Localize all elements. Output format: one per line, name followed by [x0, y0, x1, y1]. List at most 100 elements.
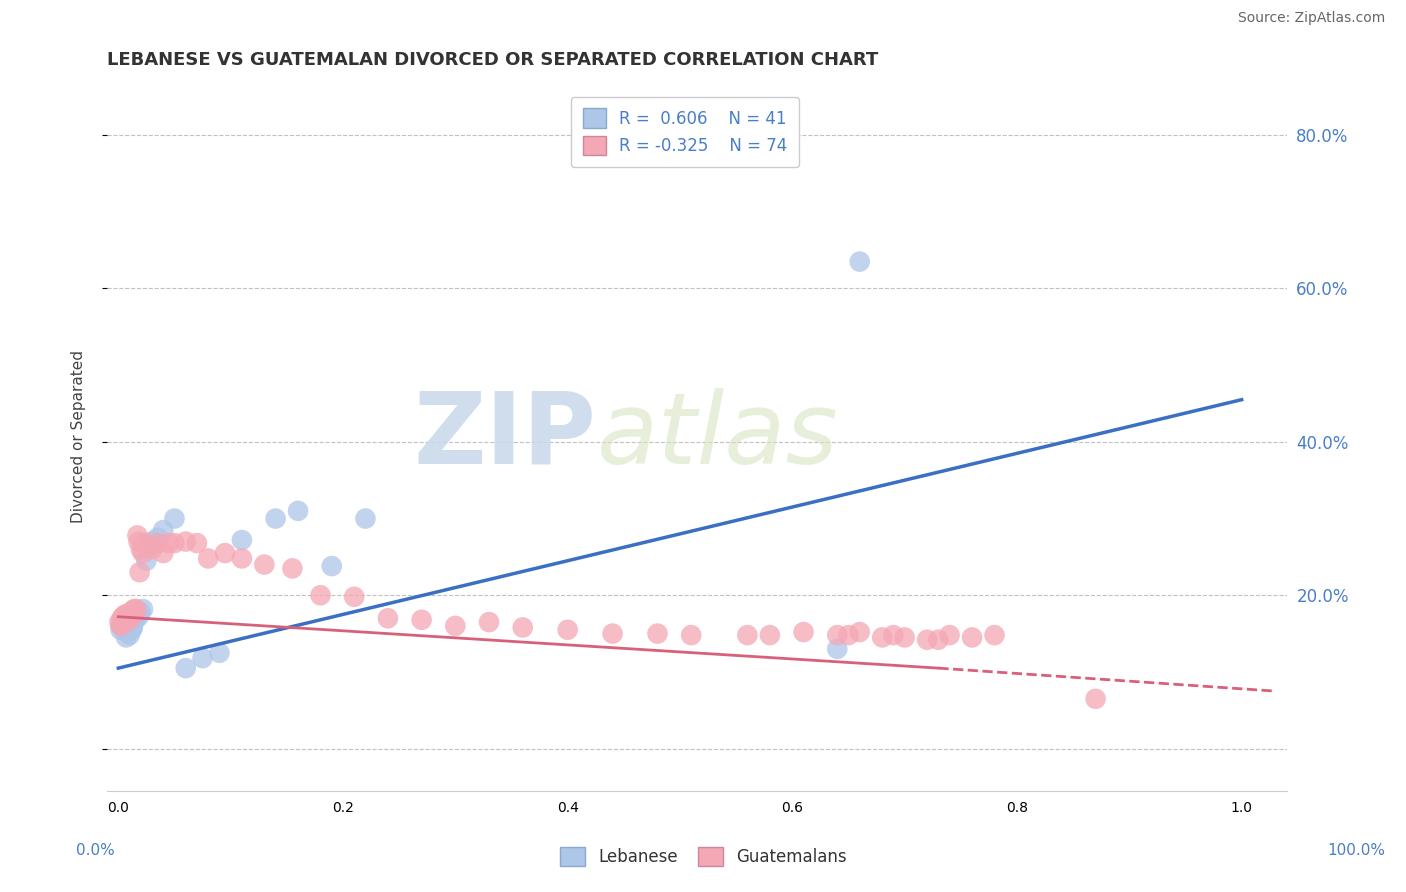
Point — [135, 554, 157, 568]
Point — [825, 628, 848, 642]
Point — [983, 628, 1005, 642]
Point — [117, 607, 139, 622]
Point — [121, 605, 143, 619]
Point — [120, 609, 142, 624]
Legend: R =  0.606    N = 41, R = -0.325    N = 74: R = 0.606 N = 41, R = -0.325 N = 74 — [571, 96, 799, 167]
Text: 0.0%: 0.0% — [76, 843, 115, 857]
Point — [117, 623, 139, 637]
Point — [129, 605, 152, 619]
Point — [114, 615, 136, 629]
Point — [120, 620, 142, 634]
Point — [512, 620, 534, 634]
Point — [117, 613, 139, 627]
Point — [110, 619, 132, 633]
Point — [121, 623, 143, 637]
Point — [111, 617, 134, 632]
Point — [377, 611, 399, 625]
Point — [115, 631, 138, 645]
Point — [960, 631, 983, 645]
Point — [114, 607, 136, 622]
Point — [915, 632, 938, 647]
Point — [309, 588, 332, 602]
Text: ZIP: ZIP — [413, 388, 596, 484]
Point — [117, 625, 139, 640]
Point — [793, 625, 815, 640]
Point — [152, 523, 174, 537]
Point — [927, 632, 949, 647]
Point — [118, 611, 141, 625]
Point — [120, 605, 142, 619]
Point — [128, 534, 150, 549]
Point — [647, 626, 669, 640]
Point — [264, 511, 287, 525]
Point — [128, 609, 150, 624]
Point — [124, 613, 146, 627]
Point — [117, 611, 139, 625]
Point — [253, 558, 276, 572]
Y-axis label: Divorced or Separated: Divorced or Separated — [72, 350, 86, 523]
Point — [111, 611, 134, 625]
Point — [281, 561, 304, 575]
Point — [197, 551, 219, 566]
Point — [111, 619, 134, 633]
Point — [157, 536, 180, 550]
Point — [893, 631, 915, 645]
Point — [191, 651, 214, 665]
Point — [444, 619, 467, 633]
Point — [115, 613, 138, 627]
Text: 100.0%: 100.0% — [1327, 843, 1386, 857]
Text: Source: ZipAtlas.com: Source: ZipAtlas.com — [1237, 12, 1385, 25]
Point — [343, 590, 366, 604]
Point — [122, 602, 145, 616]
Point — [759, 628, 782, 642]
Point — [882, 628, 904, 642]
Point — [111, 619, 134, 633]
Point — [122, 607, 145, 622]
Point — [117, 607, 139, 622]
Point — [108, 615, 131, 629]
Point — [120, 617, 142, 632]
Point — [136, 538, 159, 552]
Point — [557, 623, 579, 637]
Point — [122, 607, 145, 622]
Text: atlas: atlas — [596, 388, 838, 484]
Point — [163, 511, 186, 525]
Point — [146, 531, 169, 545]
Point — [118, 607, 141, 622]
Point — [118, 613, 141, 627]
Point — [1084, 691, 1107, 706]
Point — [122, 620, 145, 634]
Point — [117, 611, 139, 625]
Point — [737, 628, 759, 642]
Point — [122, 604, 145, 618]
Point — [111, 613, 134, 627]
Point — [139, 538, 162, 552]
Point — [152, 546, 174, 560]
Point — [848, 625, 870, 640]
Point — [231, 533, 253, 547]
Point — [208, 646, 231, 660]
Point — [186, 536, 208, 550]
Point — [174, 534, 197, 549]
Point — [117, 615, 139, 629]
Point — [141, 534, 163, 549]
Point — [411, 613, 433, 627]
Point — [602, 626, 624, 640]
Point — [110, 623, 132, 637]
Point — [287, 504, 309, 518]
Point — [837, 628, 859, 642]
Point — [112, 615, 135, 629]
Point — [128, 566, 150, 580]
Point — [146, 536, 169, 550]
Point — [127, 528, 149, 542]
Point — [125, 602, 148, 616]
Point — [115, 609, 138, 624]
Point — [112, 623, 135, 637]
Point — [129, 542, 152, 557]
Point — [115, 617, 138, 632]
Point — [132, 546, 155, 560]
Text: LEBANESE VS GUATEMALAN DIVORCED OR SEPARATED CORRELATION CHART: LEBANESE VS GUATEMALAN DIVORCED OR SEPAR… — [107, 51, 879, 69]
Point — [354, 511, 377, 525]
Point — [114, 620, 136, 634]
Point — [112, 615, 135, 629]
